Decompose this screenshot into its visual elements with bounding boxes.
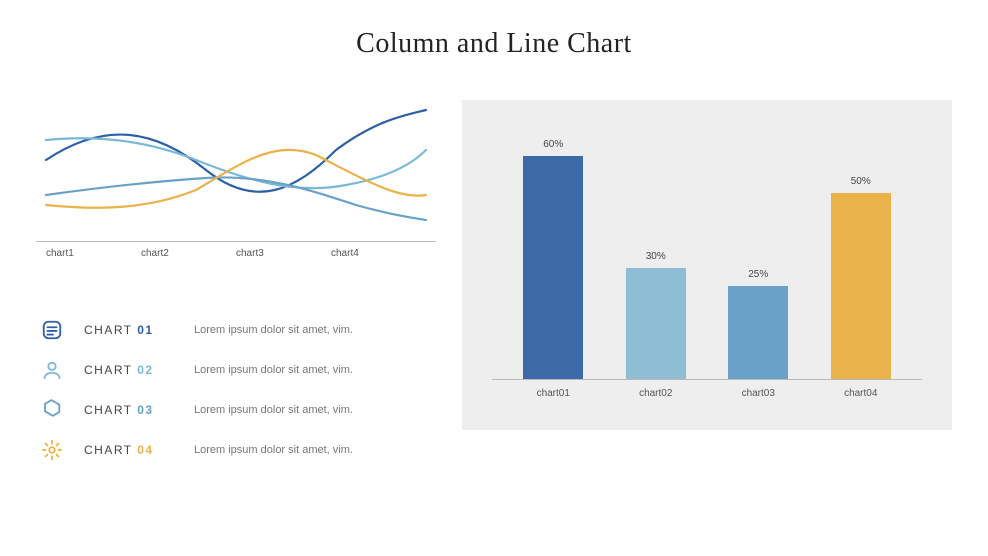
bar-rect xyxy=(523,156,583,379)
legend-label-prefix: CHART xyxy=(84,443,137,457)
line-series xyxy=(46,177,426,220)
bar: 25% xyxy=(723,269,793,379)
legend-label-prefix: CHART xyxy=(84,363,137,377)
bar-rect xyxy=(831,193,891,379)
legend-label-prefix: CHART xyxy=(84,403,137,417)
legend-desc: Lorem ipsum dolor sit amet, vim. xyxy=(194,444,353,456)
bar: 50% xyxy=(826,176,896,379)
bar-rect xyxy=(626,268,686,379)
line-chart-svg xyxy=(36,100,436,240)
bar-x-label: chart03 xyxy=(723,388,793,399)
legend-desc: Lorem ipsum dolor sit amet, vim. xyxy=(194,324,353,336)
line-chart: chart1chart2chart3chart4 xyxy=(36,100,436,270)
line-x-label: chart4 xyxy=(331,248,426,259)
legend-row: CHART 03 Lorem ipsum dolor sit amet, vim. xyxy=(40,398,436,422)
legend-label-number: 04 xyxy=(137,443,153,457)
legend-label: CHART 02 xyxy=(84,363,174,377)
legend-label-number: 02 xyxy=(137,363,153,377)
bar-value-label: 50% xyxy=(851,176,871,187)
legend-desc: Lorem ipsum dolor sit amet, vim. xyxy=(194,404,353,416)
right-column: 60%30%25%50% chart01chart02chart03chart0… xyxy=(462,100,952,462)
legend-label: CHART 01 xyxy=(84,323,174,337)
bar: 30% xyxy=(621,251,691,379)
line-x-label: chart1 xyxy=(46,248,141,259)
bar-x-label: chart02 xyxy=(621,388,691,399)
bar-value-label: 25% xyxy=(748,269,768,280)
gear-icon xyxy=(40,438,64,462)
bar-chart: 60%30%25%50% chart01chart02chart03chart0… xyxy=(462,100,952,430)
bar-x-label: chart04 xyxy=(826,388,896,399)
content-area: chart1chart2chart3chart4 CHART 01 Lorem i… xyxy=(0,60,988,462)
page-title: Column and Line Chart xyxy=(0,0,988,60)
line-x-label: chart2 xyxy=(141,248,236,259)
legend-row: CHART 02 Lorem ipsum dolor sit amet, vim. xyxy=(40,358,436,382)
bar-chart-plot: 60% 30% 25% 50% xyxy=(492,120,922,380)
legend-row: CHART 01 Lorem ipsum dolor sit amet, vim. xyxy=(40,318,436,342)
legend-desc: Lorem ipsum dolor sit amet, vim. xyxy=(194,364,353,376)
bar-x-label: chart01 xyxy=(518,388,588,399)
bar-rect xyxy=(728,286,788,379)
line-x-label: chart3 xyxy=(236,248,331,259)
bar-value-label: 60% xyxy=(543,139,563,150)
legend-list: CHART 01 Lorem ipsum dolor sit amet, vim.… xyxy=(36,318,436,462)
legend-label: CHART 03 xyxy=(84,403,174,417)
tag-icon xyxy=(40,398,64,422)
user-icon xyxy=(40,358,64,382)
list-icon xyxy=(40,318,64,342)
bar-value-label: 30% xyxy=(646,251,666,262)
left-column: chart1chart2chart3chart4 CHART 01 Lorem i… xyxy=(36,100,436,462)
legend-label: CHART 04 xyxy=(84,443,174,457)
legend-label-number: 01 xyxy=(137,323,153,337)
legend-label-prefix: CHART xyxy=(84,323,137,337)
bar-chart-x-axis: chart01 chart02 chart03 chart04 xyxy=(492,380,922,399)
bar: 60% xyxy=(518,139,588,379)
legend-row: CHART 04 Lorem ipsum dolor sit amet, vim. xyxy=(40,438,436,462)
line-chart-x-axis: chart1chart2chart3chart4 xyxy=(36,241,436,259)
legend-label-number: 03 xyxy=(137,403,153,417)
